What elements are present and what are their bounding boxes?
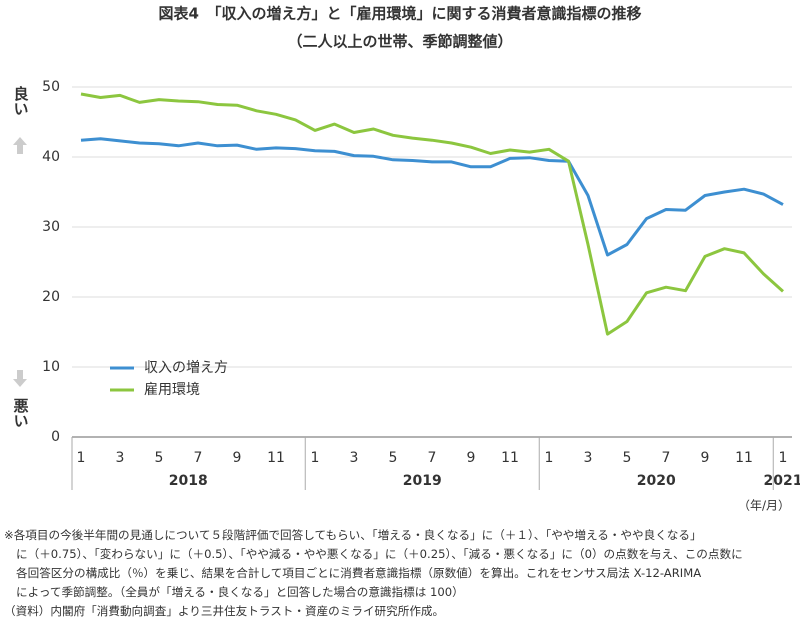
x-tick-label: 3 bbox=[116, 450, 125, 466]
chart-title: 図表4 「収入の増え方」と「雇用環境」に関する消費者意識指標の推移 bbox=[159, 5, 642, 23]
x-unit: （年/月） bbox=[738, 499, 790, 513]
x-tick-label: 5 bbox=[389, 450, 398, 466]
x-tick-label: 9 bbox=[467, 450, 476, 466]
x-tick-label: 1 bbox=[77, 450, 86, 466]
x-tick-label: 1 bbox=[545, 450, 554, 466]
chart: 図表4 「収入の増え方」と「雇用環境」に関する消費者意識指標の推移 （二人以上の… bbox=[12, 5, 800, 513]
x-tick-label: 11 bbox=[267, 450, 285, 466]
x-tick-label: 11 bbox=[501, 450, 519, 466]
x-tick-label: 1 bbox=[779, 450, 788, 466]
up-arrow bbox=[13, 137, 27, 154]
x-tick-label: 5 bbox=[155, 450, 164, 466]
y-tick-label: 0 bbox=[51, 429, 60, 445]
x-tick-label: 7 bbox=[662, 450, 671, 466]
note-line: 各回答区分の構成比（％）を乗じ、結果を合計して項目ごとに消費者意識指標（原数値）… bbox=[16, 566, 702, 580]
x-tick-label: 7 bbox=[428, 450, 437, 466]
year-label: 2018 bbox=[169, 473, 208, 489]
year-label: 2019 bbox=[403, 473, 442, 489]
legend-label: 収入の増え方 bbox=[144, 360, 228, 376]
x-tick-label: 1 bbox=[311, 450, 320, 466]
note-line: によって季節調整。（全員が「増える・良くなる」と回答した場合の意識指標は 100… bbox=[16, 585, 464, 599]
x-tick-label: 9 bbox=[233, 450, 242, 466]
year-label: 2021 bbox=[764, 473, 800, 489]
y-bottom-label: 悪い bbox=[12, 398, 30, 428]
chart-subtitle: （二人以上の世帯、季節調整値） bbox=[287, 33, 512, 51]
legend-label: 雇用環境 bbox=[144, 381, 200, 398]
y-tick-label: 40 bbox=[42, 149, 60, 165]
down-arrow bbox=[13, 370, 27, 387]
y-tick-label: 50 bbox=[42, 79, 60, 95]
x-tick-label: 9 bbox=[701, 450, 710, 466]
series-line bbox=[80, 92, 785, 336]
x-tick-label: 3 bbox=[350, 450, 359, 466]
y-top-label: 良い bbox=[12, 85, 30, 116]
x-tick-label: 5 bbox=[623, 450, 632, 466]
series-line bbox=[80, 137, 784, 257]
y-tick-label: 20 bbox=[42, 289, 60, 305]
notes: ※各項目の今後半年間の見通しについて５段階評価で回答してもらい、「増える・良くな… bbox=[4, 526, 800, 621]
note-line: （資料）内閣府「消費動向調査」より三井住友トラスト・資産のミライ研究所作成。 bbox=[4, 604, 445, 618]
note-line: に（＋0.75）、「変わらない」に（＋0.5）、「やや減る・やや悪くなる」に（＋… bbox=[16, 547, 743, 561]
year-label: 2020 bbox=[637, 473, 676, 489]
note-line: ※各項目の今後半年間の見通しについて５段階評価で回答してもらい、「増える・良くな… bbox=[4, 528, 702, 542]
x-tick-label: 11 bbox=[735, 450, 753, 466]
y-tick-label: 30 bbox=[42, 219, 60, 235]
y-tick-label: 10 bbox=[42, 359, 60, 375]
x-tick-label: 7 bbox=[194, 450, 203, 466]
x-tick-label: 3 bbox=[584, 450, 593, 466]
